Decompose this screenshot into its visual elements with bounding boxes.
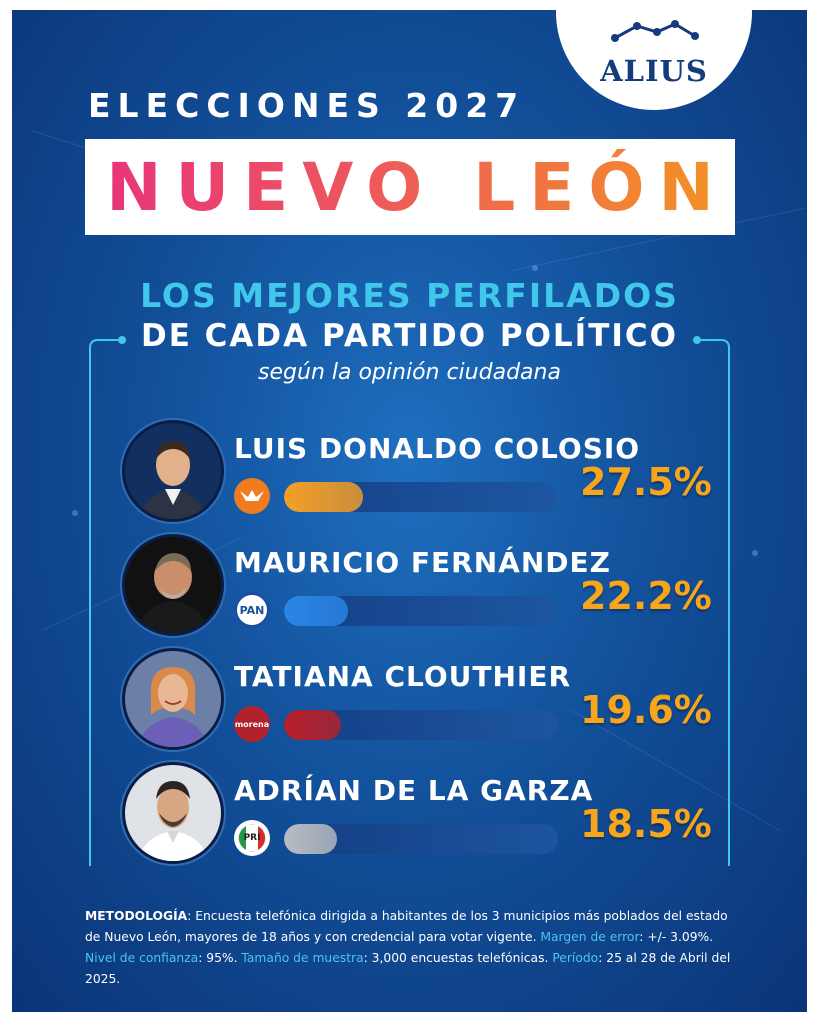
party-label: morena (234, 719, 270, 729)
party-label: PRI (243, 833, 261, 843)
mc-eagle-icon (234, 478, 270, 514)
candidate-name: LUIS DONALDO COLOSIO (234, 432, 641, 465)
bar-fill (284, 824, 337, 854)
pri-icon: PRI (234, 820, 270, 856)
bar-track (284, 824, 558, 854)
sample-value: : 3,000 encuestas telefónicas. (363, 951, 553, 965)
right-bracket (693, 336, 730, 866)
candidate-photo (122, 420, 224, 522)
logo-text: ALIUS (600, 54, 708, 88)
bar-track (284, 596, 558, 626)
pan-icon: PAN (234, 592, 270, 628)
candidate-name: ADRÍAN DE LA GARZA (234, 774, 594, 807)
period-label: Período (552, 951, 599, 965)
morena-icon: morena (234, 706, 270, 742)
candidate-name: TATIANA CLOUTHIER (234, 660, 572, 693)
left-bracket (89, 336, 126, 866)
sample-label: Tamaño de muestra (241, 951, 364, 965)
subtitle-line-1: LOS MEJORES PERFILADOS (140, 276, 679, 315)
candidate-photo (122, 762, 224, 864)
candidate-name: MAURICIO FERNÁNDEZ (234, 546, 611, 579)
margin-label: Margen de error (540, 930, 640, 944)
candidate-row: LUIS DONALDO COLOSIO 27.5% (12, 420, 807, 530)
candidate-row: TATIANA CLOUTHIER morena 19.6% (12, 648, 807, 758)
methodology-label: METODOLOGÍA (85, 909, 188, 923)
bar-track (284, 710, 558, 740)
percent-label: 22.2% (580, 574, 712, 618)
page-title: NUEVO LEÓN (92, 149, 727, 226)
confidence-value: : 95%. (198, 951, 242, 965)
percent-label: 19.6% (580, 688, 712, 732)
bar-fill (284, 710, 341, 740)
candidate-row: ADRÍAN DE LA GARZA PRI 18.5% (12, 762, 807, 872)
alius-logo: ALIUS (556, 10, 752, 110)
infographic-frame: ALIUS ELECCIONES 2027 NUEVO LEÓN LOS MEJ… (12, 10, 807, 1012)
methodology-text: : Encuesta telefónica dirigida a habitan… (85, 909, 728, 944)
candidate-photo (122, 534, 224, 636)
party-label: PAN (239, 603, 265, 617)
methodology-note: METODOLOGÍA: Encuesta telefónica dirigid… (85, 906, 745, 990)
title-box: NUEVO LEÓN (85, 139, 735, 235)
elections-kicker: ELECCIONES 2027 (88, 86, 526, 125)
percent-label: 27.5% (580, 460, 712, 504)
bar-track (284, 482, 558, 512)
period-value: : 25 al 28 de Abril del 2025. (85, 951, 731, 986)
percent-label: 18.5% (580, 802, 712, 846)
margin-value: : +/- 3.09%. (639, 930, 714, 944)
subtitle-line-2: DE CADA PARTIDO POLÍTICO (140, 318, 678, 354)
subtitle-line-3: según la opinión ciudadana (258, 360, 561, 385)
network-chart-icon (611, 20, 699, 42)
candidate-row: MAURICIO FERNÁNDEZ PAN 22.2% (12, 534, 807, 644)
confidence-label: Nivel de confianza (85, 951, 199, 965)
bar-fill (284, 596, 348, 626)
candidate-photo (122, 648, 224, 750)
bar-fill (284, 482, 363, 512)
